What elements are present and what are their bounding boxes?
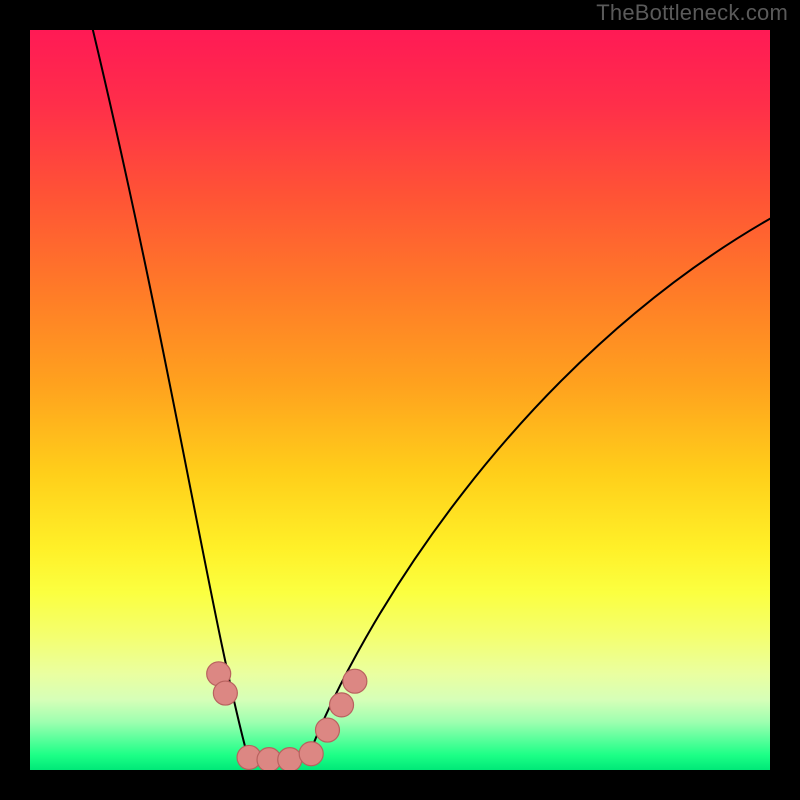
data-marker	[315, 718, 339, 742]
data-marker	[343, 669, 367, 693]
bottleneck-curve-plot	[30, 30, 770, 770]
watermark-label: TheBottleneck.com	[596, 0, 788, 26]
chart-frame: TheBottleneck.com	[0, 0, 800, 800]
data-marker	[330, 693, 354, 717]
data-marker	[213, 681, 237, 705]
data-marker	[278, 748, 302, 770]
gradient-background	[30, 30, 770, 770]
data-marker	[299, 742, 323, 766]
